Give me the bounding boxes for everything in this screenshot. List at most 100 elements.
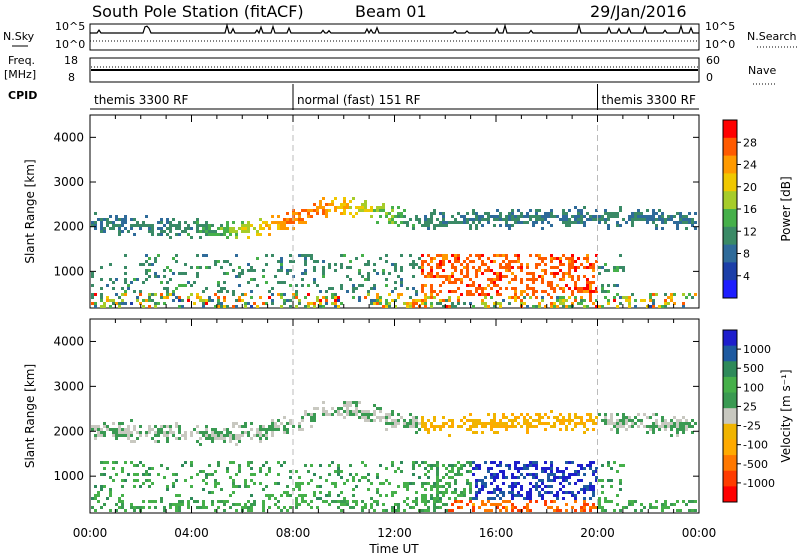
data-cell [424, 473, 427, 476]
data-cell [286, 485, 289, 488]
data-cell [391, 491, 394, 494]
data-cell [310, 215, 313, 218]
data-cell [391, 215, 394, 218]
data-cell [166, 293, 169, 296]
data-cell [601, 266, 604, 269]
data-cell [244, 506, 247, 509]
data-cell [313, 278, 316, 281]
data-cell [220, 290, 223, 293]
data-cell [490, 296, 493, 299]
data-cell [304, 500, 307, 503]
data-cell [580, 290, 583, 293]
data-cell [124, 221, 127, 224]
data-cell [463, 488, 466, 491]
data-cell [217, 284, 220, 287]
data-cell [442, 218, 445, 221]
data-cell [496, 275, 499, 278]
data-cell [121, 287, 124, 290]
data-cell [424, 461, 427, 464]
data-cell [106, 425, 109, 428]
data-cell [550, 212, 553, 215]
data-cell [439, 497, 442, 500]
data-cell [148, 224, 151, 227]
data-cell [487, 500, 490, 503]
data-cell [427, 275, 430, 278]
data-cell [568, 272, 571, 275]
data-cell [469, 482, 472, 485]
data-cell [436, 275, 439, 278]
data-cell [265, 437, 268, 440]
data-cell [217, 437, 220, 440]
data-cell [394, 215, 397, 218]
data-cell [289, 269, 292, 272]
data-cell [661, 212, 664, 215]
data-cell [259, 425, 262, 428]
data-cell [202, 224, 205, 227]
data-cell [538, 413, 541, 416]
data-cell [607, 215, 610, 218]
data-cell [670, 503, 673, 506]
data-cell [379, 482, 382, 485]
data-cell [427, 509, 430, 512]
data-cell [364, 263, 367, 266]
data-cell [121, 221, 124, 224]
data-cell [271, 254, 274, 257]
data-cell [481, 482, 484, 485]
data-cell [511, 506, 514, 509]
data-cell [304, 257, 307, 260]
data-cell [382, 503, 385, 506]
data-cell [583, 503, 586, 506]
data-cell [529, 416, 532, 419]
data-cell [289, 422, 292, 425]
data-cell [412, 275, 415, 278]
data-cell [289, 506, 292, 509]
data-cell [505, 221, 508, 224]
data-cell [634, 215, 637, 218]
data-cell [541, 260, 544, 263]
data-cell [322, 305, 325, 308]
data-cell [121, 422, 124, 425]
data-cell [121, 470, 124, 473]
data-cell [586, 488, 589, 491]
data-cell [445, 254, 448, 257]
data-cell [205, 425, 208, 428]
data-cell [529, 464, 532, 467]
data-cell [511, 215, 514, 218]
data-cell [400, 416, 403, 419]
data-cell [214, 233, 217, 236]
data-cell [511, 260, 514, 263]
data-cell [508, 467, 511, 470]
data-cell [229, 230, 232, 233]
data-cell [604, 290, 607, 293]
data-cell [394, 287, 397, 290]
data-cell [118, 500, 121, 503]
data-cell [598, 497, 601, 500]
data-cell [364, 413, 367, 416]
data-cell [484, 422, 487, 425]
data-cell [148, 500, 151, 503]
data-cell [553, 416, 556, 419]
data-cell [595, 305, 598, 308]
data-cell [352, 410, 355, 413]
data-cell [337, 299, 340, 302]
data-cell [682, 293, 685, 296]
data-cell [358, 410, 361, 413]
data-cell [547, 284, 550, 287]
data-cell [349, 266, 352, 269]
data-cell [109, 428, 112, 431]
data-cell [259, 437, 262, 440]
data-cell [517, 476, 520, 479]
data-cell [685, 221, 688, 224]
data-cell [145, 473, 148, 476]
data-cell [433, 416, 436, 419]
data-cell [526, 263, 529, 266]
data-cell [247, 230, 250, 233]
data-cell [619, 209, 622, 212]
data-cell [550, 464, 553, 467]
data-cell [121, 506, 124, 509]
nsky-line [90, 22, 699, 35]
data-cell [571, 263, 574, 266]
data-cell [370, 413, 373, 416]
data-cell [511, 473, 514, 476]
data-cell [487, 293, 490, 296]
